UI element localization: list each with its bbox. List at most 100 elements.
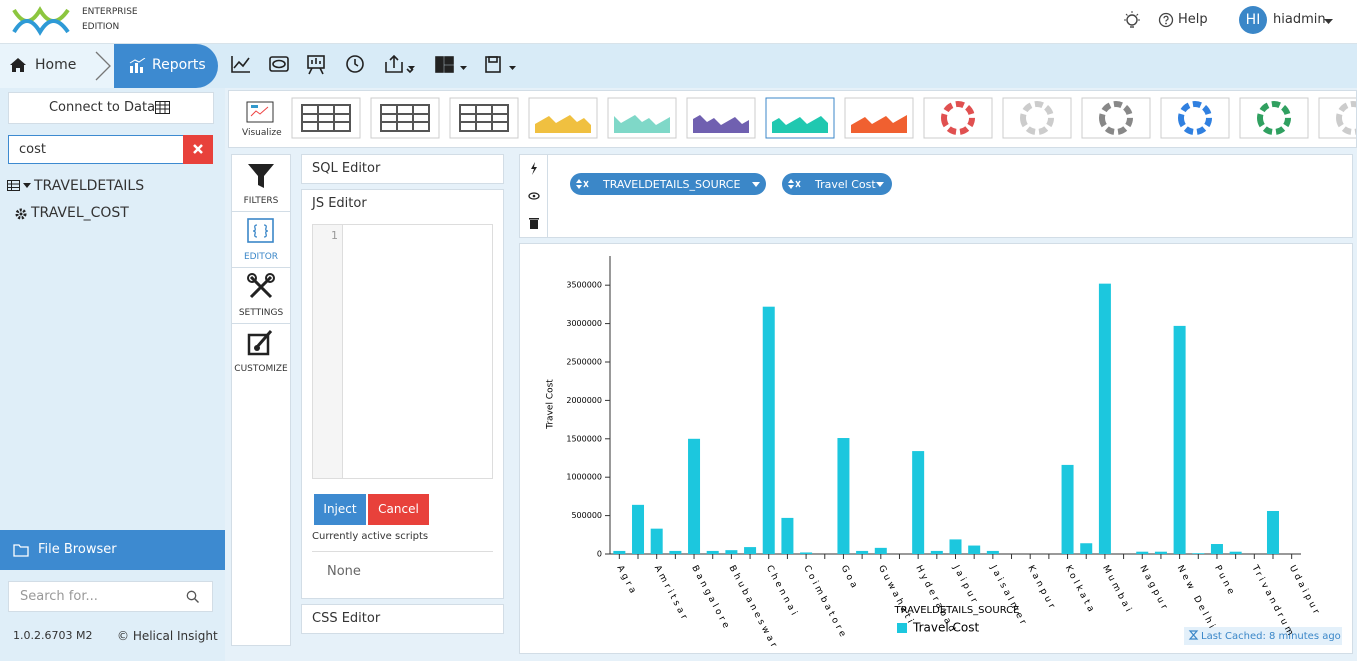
connect-button[interactable]: Connect to Data (8, 92, 214, 124)
x-tick-label: Kolkata (1063, 564, 1097, 616)
bar (1098, 283, 1111, 554)
filter-icon (248, 164, 274, 188)
x-tick-label: Coimbatore (801, 564, 849, 641)
x-tick-label: Agra (614, 564, 638, 598)
bar (949, 539, 962, 554)
bar (744, 547, 757, 554)
x-pill-label[interactable]: TRAVELDETAILS_SOURCE (603, 178, 741, 191)
chart-type-thumb[interactable] (1081, 97, 1151, 139)
bar (1229, 551, 1242, 554)
inject-button[interactable]: Inject (314, 494, 366, 525)
tab-active[interactable]: EDITOR (243, 252, 279, 262)
js-editor-panel: JS Editor 1 Inject Cancel Currently acti… (301, 189, 504, 599)
help-link[interactable]: Help (1178, 12, 1208, 27)
shelf-icons (528, 162, 540, 229)
bar (1061, 464, 1074, 554)
user-menu[interactable]: hiadmin (1273, 12, 1326, 27)
bar (1080, 543, 1093, 554)
pill-icons (576, 179, 884, 189)
divider (232, 211, 290, 212)
tab[interactable]: FILTERS (243, 196, 279, 206)
y-tick-label: 2000000 (566, 396, 602, 405)
search-input[interactable]: cost (8, 135, 184, 164)
x-tick-label: Pune (1212, 564, 1237, 599)
sidebar: Connect to Data cost TRAVELDETAILS TRAVE… (0, 88, 225, 661)
tab[interactable]: CUSTOMIZE (234, 364, 288, 374)
y-pill[interactable] (782, 173, 892, 195)
tabs: FILTERS EDITOR SETTINGS CUSTOMIZE (231, 154, 291, 646)
x-tick-label: Kanpur (1025, 564, 1057, 613)
y-tick-label: 3500000 (566, 281, 602, 290)
x-tick-label: Amritsar (652, 564, 690, 624)
chart-type-thumb[interactable] (1002, 97, 1072, 139)
clear-button[interactable] (183, 135, 213, 164)
cancel-button[interactable]: Cancel (368, 494, 429, 525)
y-axis-label: Travel Cost (546, 379, 556, 430)
avatar[interactable]: HI (1239, 6, 1267, 34)
shelf: TRAVELDETAILS_SOURCE Travel Cost (519, 154, 1353, 238)
js-editor-header[interactable]: JS Editor (312, 196, 367, 211)
x-tick-label: Bangalore (689, 564, 732, 633)
bar (650, 528, 663, 554)
bar (1210, 544, 1223, 554)
x-pill[interactable] (570, 173, 766, 195)
tree-node[interactable]: TRAVELDETAILS (34, 178, 145, 194)
chart-type-thumb[interactable] (844, 97, 914, 139)
chart-type-thumb[interactable] (370, 97, 440, 139)
reports-icon (129, 58, 146, 73)
chart-type-thumb[interactable] (607, 97, 677, 139)
chart-type-thumb[interactable] (1318, 97, 1357, 139)
x-tick-label: Guwahati (876, 564, 916, 628)
customize-icon (247, 330, 273, 356)
file-search[interactable]: Search for... (8, 581, 213, 612)
chart-type-thumb[interactable] (765, 97, 835, 139)
chart-type-thumb[interactable] (528, 97, 598, 139)
settings-icon (247, 273, 275, 299)
y-pill-label[interactable]: Travel Cost (815, 178, 876, 191)
y-tick-label: 0 (597, 550, 602, 559)
bar (613, 550, 626, 554)
bar (1173, 325, 1186, 554)
chart-types (291, 97, 1357, 139)
tab[interactable]: SETTINGS (238, 308, 284, 318)
hourglass (1188, 630, 1199, 640)
tree-leaf[interactable]: TRAVEL_COST (31, 205, 129, 221)
x-axis-label: TRAVELDETAILS_SOURCE (894, 605, 1020, 616)
file-browser-bar[interactable] (0, 530, 225, 570)
bar (874, 547, 887, 554)
tips-icon[interactable] (1122, 11, 1142, 31)
sql-editor-header[interactable]: SQL Editor (301, 154, 504, 184)
visualize-icon (246, 101, 274, 123)
visualize-label: Visualize (242, 128, 282, 138)
chart-type-thumb[interactable] (291, 97, 361, 139)
reports-link[interactable]: Reports (152, 57, 206, 73)
nav-bar: Home Reports (0, 44, 1357, 88)
chart-type-thumb[interactable] (1160, 97, 1230, 139)
bar (669, 550, 682, 554)
css-editor-header[interactable]: CSS Editor (301, 604, 504, 634)
chart-type-thumb[interactable] (1239, 97, 1309, 139)
chart-type-thumb[interactable] (923, 97, 993, 139)
divider (232, 323, 290, 324)
line-number: 1 (331, 229, 338, 242)
chart: Travel Cost TRAVELDETAILS_SOURCE Last Ca… (546, 256, 1342, 652)
logo (12, 6, 70, 36)
chart-type-thumb[interactable] (686, 97, 756, 139)
bar (837, 438, 850, 554)
header: ENTERPRISE EDITION Help HI hiadmin (0, 0, 1357, 44)
bar (706, 550, 719, 554)
active-scripts-none: None (327, 564, 361, 579)
x-tick-label: Goa (839, 564, 861, 593)
active-scripts-label: Currently active scripts (312, 531, 429, 542)
file-browser-title[interactable]: File Browser (38, 542, 117, 557)
help-icon[interactable] (1158, 12, 1174, 28)
bar (1136, 551, 1149, 554)
chart-type-thumb[interactable] (449, 97, 519, 139)
edition: ENTERPRISE (82, 7, 138, 17)
cache-note: Last Cached: 8 minutes ago (1201, 631, 1341, 642)
home-link[interactable]: Home (35, 57, 77, 73)
code-area[interactable]: 1 (312, 224, 493, 479)
divider (232, 267, 290, 268)
bar (1192, 553, 1205, 554)
